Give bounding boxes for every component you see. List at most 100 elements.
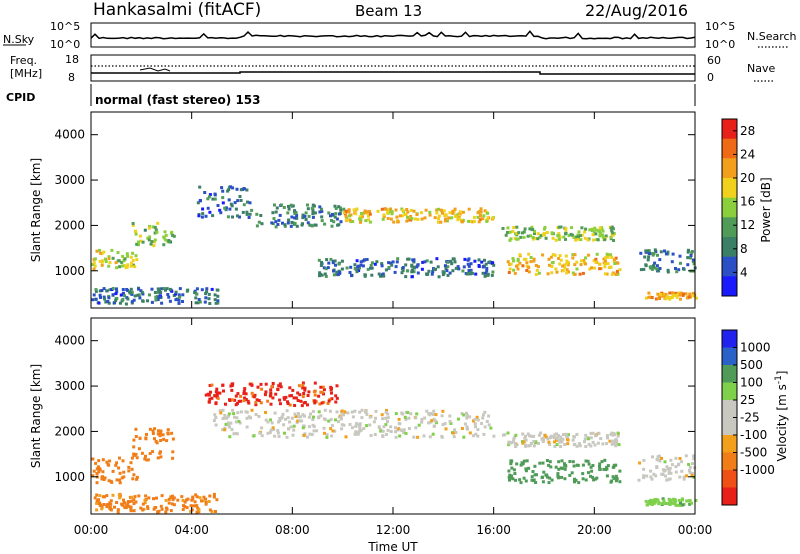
velocity-cell	[176, 498, 180, 502]
power-cell	[174, 298, 178, 302]
velocity-cell	[353, 432, 357, 436]
velocity-cell	[348, 423, 352, 426]
power-cell	[313, 211, 317, 215]
velocity-cell	[451, 431, 455, 435]
power-cell	[504, 233, 508, 237]
velocity-cell	[130, 495, 134, 499]
power-cell	[215, 288, 219, 292]
power-cell	[558, 254, 562, 258]
velocity-cell	[616, 431, 620, 435]
power-cell	[122, 259, 126, 263]
power-cell	[594, 257, 598, 261]
velocity-cell	[166, 428, 170, 432]
velocity-cell	[114, 463, 118, 467]
power-cell	[119, 301, 122, 305]
power-cell	[435, 211, 439, 215]
velocity-cell	[303, 414, 306, 418]
power-cell	[666, 250, 670, 254]
velocity-cell	[521, 432, 525, 436]
power-cell	[233, 201, 237, 205]
velocity-cell	[140, 451, 144, 455]
power-cell	[396, 257, 400, 261]
velocity-cell	[608, 439, 612, 443]
velocity-cell	[394, 412, 398, 416]
power-cell	[400, 271, 404, 275]
power-cell	[483, 274, 487, 278]
power-cell	[583, 230, 587, 234]
power-cell	[242, 203, 246, 207]
power-cell	[218, 208, 222, 212]
power-cell	[159, 291, 163, 294]
velocity-cell	[440, 435, 444, 439]
power-cell	[550, 261, 554, 265]
power-cell	[577, 235, 580, 239]
counts-tick-left-low: 10^0	[50, 38, 80, 51]
power-cell	[395, 260, 399, 264]
velocity-cell	[291, 388, 295, 392]
power-cell	[126, 263, 130, 267]
velocity-colorbar-segment	[722, 330, 737, 348]
power-cell	[561, 264, 565, 268]
power-cell	[214, 301, 218, 305]
power-cell	[526, 234, 530, 238]
velocity-cell	[507, 469, 511, 473]
power-cell	[689, 256, 692, 260]
power-x-ticks	[90, 112, 696, 308]
power-cell	[306, 207, 310, 211]
velocity-cell	[122, 498, 125, 502]
power-cell	[428, 213, 432, 217]
power-colorbar-segment	[722, 158, 737, 179]
velocity-cell	[609, 480, 613, 484]
power-cell	[131, 222, 135, 225]
velocity-cell	[195, 510, 199, 514]
velocity-cell	[151, 450, 154, 454]
velocity-cell	[196, 506, 200, 510]
velocity-cell	[98, 468, 102, 472]
nsky-trace	[90, 30, 696, 40]
velocity-cell	[209, 390, 212, 394]
power-cell	[242, 187, 246, 191]
velocity-cell	[289, 425, 293, 429]
velocity-cell	[337, 420, 340, 424]
velocity-cell	[330, 391, 333, 395]
power-cell	[116, 251, 120, 254]
velocity-cell	[677, 498, 681, 502]
power-cell	[514, 232, 517, 236]
velocity-cell	[614, 478, 618, 481]
power-cell	[664, 292, 668, 296]
power-cell	[197, 214, 201, 218]
power-cell	[609, 253, 613, 257]
power-cell	[363, 273, 367, 277]
power-cell	[146, 299, 149, 303]
velocity-cell	[264, 418, 268, 422]
power-cell	[367, 218, 371, 222]
power-cell	[245, 210, 249, 214]
power-cell	[279, 203, 283, 207]
power-cell	[484, 271, 488, 275]
velocity-cell	[529, 441, 533, 445]
power-cell	[367, 214, 370, 218]
velocity-cell	[214, 423, 218, 427]
velocity-cell	[657, 501, 661, 505]
power-cell	[274, 225, 278, 229]
velocity-cell	[369, 434, 373, 437]
power-cell	[91, 263, 95, 266]
power-cell	[121, 298, 125, 301]
power-cell	[228, 207, 232, 211]
velocity-cell	[614, 474, 618, 478]
velocity-cell	[311, 418, 315, 422]
velocity-cell	[189, 504, 193, 508]
power-cell	[211, 214, 215, 218]
power-cell	[605, 272, 609, 276]
velocity-cell	[652, 501, 656, 505]
power-cell	[675, 270, 679, 274]
velocity-cell	[242, 399, 246, 403]
velocity-cell	[101, 470, 105, 474]
velocity-cell	[379, 429, 383, 433]
velocity-cell	[292, 396, 296, 400]
power-cell	[141, 299, 145, 303]
power-cell	[507, 271, 511, 274]
velocity-cell	[325, 433, 329, 437]
velocity-cell	[281, 412, 285, 416]
power-cell	[347, 210, 351, 214]
